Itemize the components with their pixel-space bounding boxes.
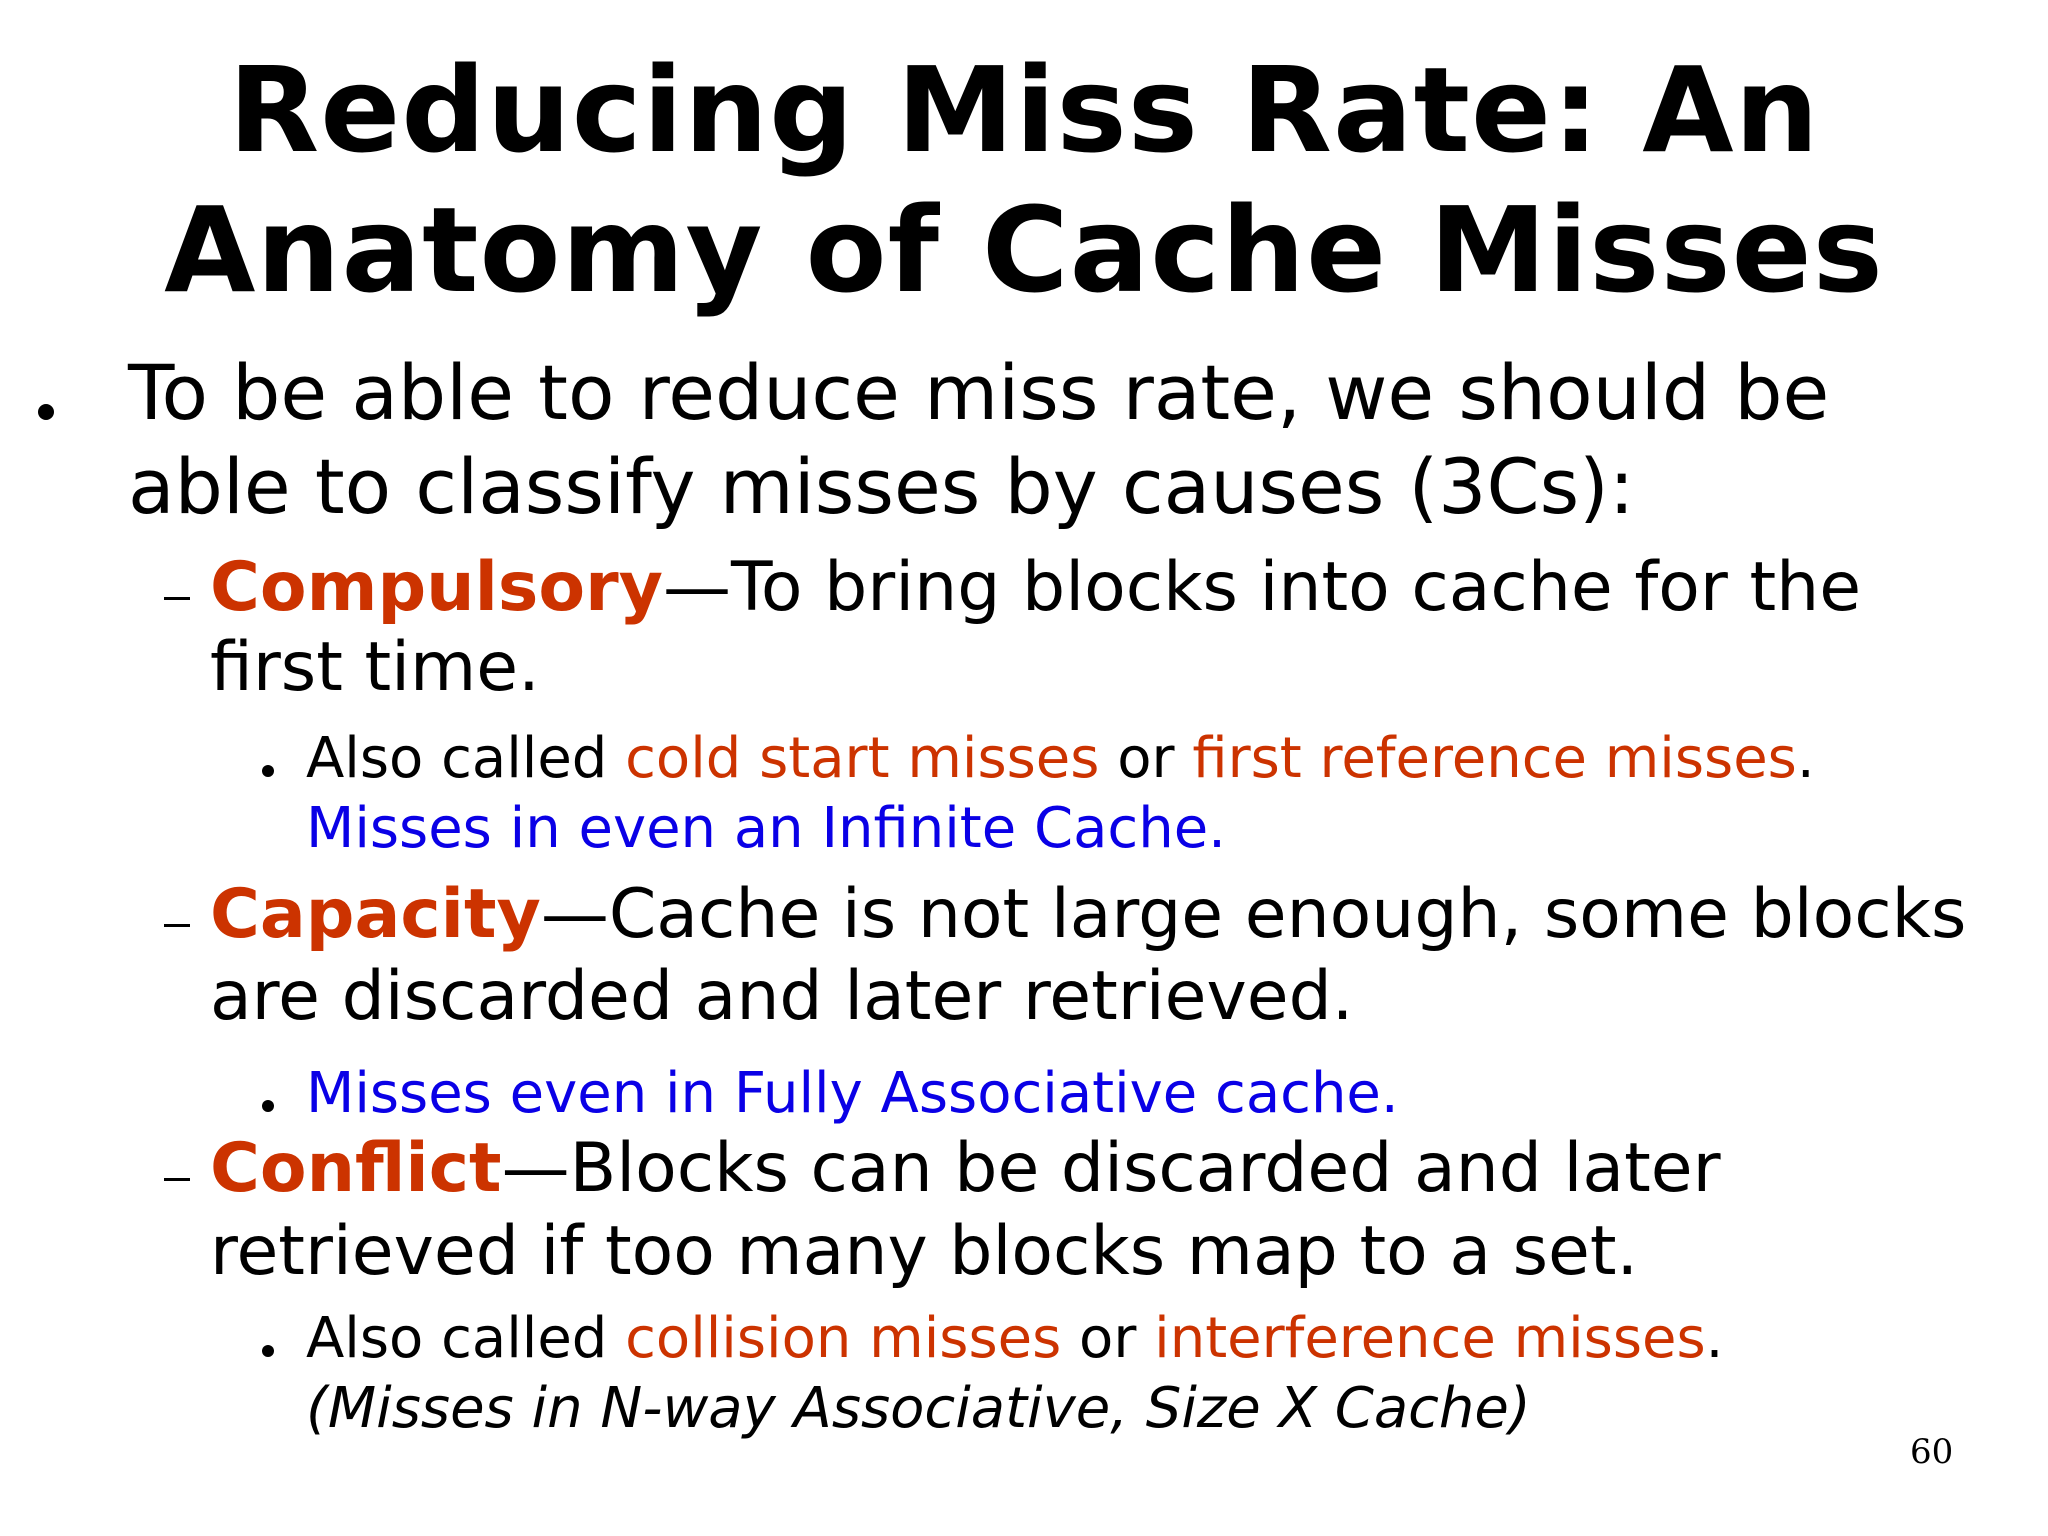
capacity-line-1: Capacity—Cache is not large enough, some… xyxy=(210,875,1966,954)
bullet-dot xyxy=(262,1345,274,1357)
capacity-text-1: —Cache is not large enough, some blocks xyxy=(540,875,1967,954)
capacity-note: Misses even in Fully Associative cache. xyxy=(306,1061,1399,1126)
slide-title: Reducing Miss Rate: An Anatomy of Cache … xyxy=(0,40,2048,320)
conflict-or: or xyxy=(1061,1306,1155,1371)
compulsory-period: . xyxy=(1796,726,1815,791)
compulsory-alias-2: first reference misses xyxy=(1192,726,1797,791)
compulsory-line-2: first time. xyxy=(210,628,540,707)
conflict-period: . xyxy=(1705,1306,1724,1371)
page-number: 60 xyxy=(1910,1432,1954,1472)
conflict-note-line-1: Also called collision misses or interfer… xyxy=(306,1306,1723,1371)
dash-marker xyxy=(164,597,190,600)
compulsory-or: or xyxy=(1099,726,1193,791)
conflict-note-prefix: Also called xyxy=(306,1306,626,1371)
compulsory-term: Compulsory xyxy=(210,548,663,627)
compulsory-note-prefix: Also called xyxy=(306,726,626,791)
capacity-term: Capacity xyxy=(210,875,541,954)
conflict-alias-1: collision misses xyxy=(625,1306,1062,1371)
compulsory-note-line-2: Misses in even an Infinite Cache. xyxy=(306,796,1226,861)
compulsory-line-1: Compulsory—To bring blocks into cache fo… xyxy=(210,548,1861,627)
conflict-line-2: retrieved if too many blocks map to a se… xyxy=(210,1212,1639,1291)
conflict-note-line-2: (Misses in N-way Associative, Size X Cac… xyxy=(306,1376,1531,1441)
dash-marker xyxy=(164,1178,190,1181)
bullet-dot xyxy=(262,765,274,777)
capacity-line-2: are discarded and later retrieved. xyxy=(210,957,1354,1036)
intro-line-2: able to classify misses by causes (3Cs): xyxy=(128,442,1635,531)
dash-marker xyxy=(164,924,190,927)
conflict-alias-2: interference misses xyxy=(1154,1306,1706,1371)
conflict-line-1: Conflict—Blocks can be discarded and lat… xyxy=(210,1129,1721,1208)
conflict-text-1: —Blocks can be discarded and later xyxy=(501,1129,1721,1208)
compulsory-note-line-1: Also called cold start misses or first r… xyxy=(306,726,1815,791)
intro-line-1: To be able to reduce miss rate, we shoul… xyxy=(128,348,1830,437)
title-line-1: Reducing Miss Rate: An xyxy=(228,41,1820,179)
bullet-dot xyxy=(38,404,54,420)
compulsory-alias-1: cold start misses xyxy=(625,726,1100,791)
conflict-term: Conflict xyxy=(210,1129,502,1208)
compulsory-text-1: —To bring blocks into cache for the xyxy=(662,548,1862,627)
bullet-dot xyxy=(262,1100,274,1112)
title-line-2: Anatomy of Cache Misses xyxy=(164,181,1884,319)
